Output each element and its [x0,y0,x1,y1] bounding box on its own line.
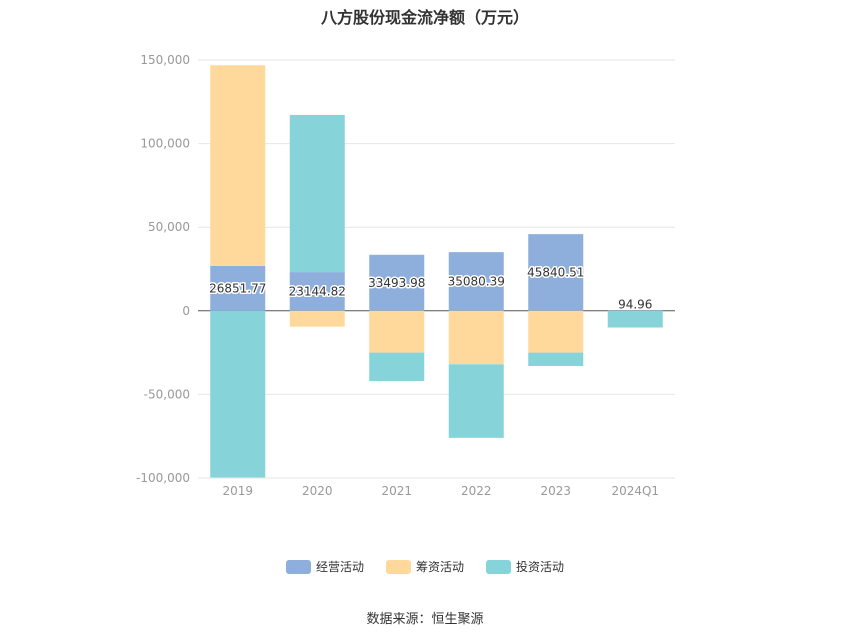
y-tick-label: 0 [182,304,190,318]
y-tick-label: 150,000 [140,53,190,67]
legend-swatch [285,559,311,574]
legend-swatch [486,559,511,574]
y-tick-label: -50,000 [144,387,190,401]
x-tick-label: 2020 [302,484,333,498]
legend-label: 经营活动 [315,560,364,574]
legend-item[interactable]: 筹资活动 [385,558,464,575]
bar-segment [448,364,504,438]
bar-segment [210,310,266,478]
bar-segment [369,254,425,311]
bar-segment [528,234,584,311]
legend-label: 投资活动 [516,560,565,574]
bar-segment [528,352,584,366]
y-tick-label: 50,000 [148,220,190,234]
bar-segment [607,310,663,328]
bar-segment [448,310,504,365]
legend-item[interactable]: 经营活动 [285,558,364,575]
x-tick-label: 2022 [461,484,492,498]
y-tick-label: 100,000 [140,137,190,151]
x-tick-label: 2019 [222,484,253,498]
legend-swatch [385,559,411,574]
chart-title: 八方股份现金流净额（万元） [320,8,529,27]
bar-segment [369,310,425,353]
bar-segment [289,114,345,273]
x-tick-label: 2023 [540,484,571,498]
bar-segment [448,252,504,311]
bar-segment [210,265,266,311]
data-label: 94.96 [618,298,652,312]
x-tick-label: 2024Q1 [611,484,659,498]
bar-segment [528,310,584,353]
data-label: 35080.39 [448,274,505,288]
legend-label: 筹资活动 [415,560,464,574]
bar-segment [210,65,266,266]
bar-segment [289,310,345,327]
legend: 经营活动 筹资活动 投资活动 [0,558,850,575]
data-label: 23144.82 [289,284,346,298]
data-source: 数据来源：恒生聚源 [366,612,484,627]
data-label: 33493.98 [368,276,425,290]
data-label: 26851.77 [209,281,266,295]
legend-item[interactable]: 投资活动 [486,558,564,575]
bar-segment [289,272,345,311]
y-tick-label: -100,000 [136,471,190,485]
data-label: 45840.51 [527,265,584,279]
bar-segment [369,352,425,382]
x-tick-label: 2021 [381,484,412,498]
